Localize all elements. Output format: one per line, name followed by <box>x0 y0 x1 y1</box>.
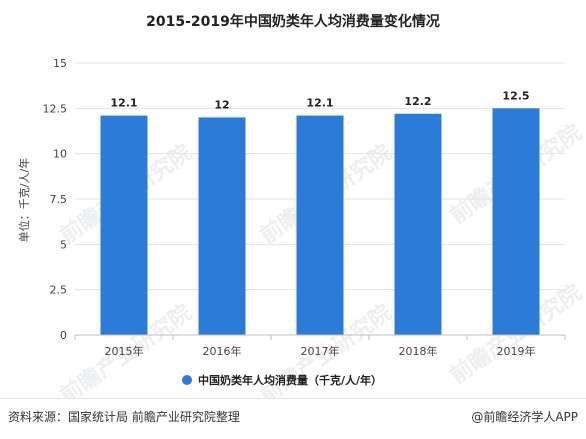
legend-marker <box>182 375 192 385</box>
bar <box>394 113 442 335</box>
source-note: 资料来源：国家统计局 前瞻产业研究院整理 <box>8 410 240 424</box>
y-axis-ticks: 0 2.5 5 7.5 10 12.5 15 <box>43 57 68 342</box>
credit-note: @前瞻经济学人APP <box>471 410 578 424</box>
chart-title: 2015-2019年中国奶类年人均消费量变化情况 <box>146 13 440 30</box>
data-label: 12 <box>214 98 229 111</box>
data-label: 12.1 <box>110 97 137 110</box>
bar-series: 12.1 12 12.1 12.2 12.5 <box>100 89 540 336</box>
y-tick-label: 15 <box>53 57 67 70</box>
x-tick-label: 2018年 <box>399 344 438 358</box>
x-axis-ticks: 2015年 2016年 2017年 2018年 2019年 <box>74 335 566 358</box>
data-label: 12.1 <box>306 97 333 110</box>
bar <box>492 108 540 335</box>
x-tick-label: 2017年 <box>301 344 340 358</box>
bar <box>296 115 344 335</box>
data-label: 12.2 <box>404 95 431 108</box>
legend-label: 中国奶类年人均消费量（千克/人/年） <box>198 373 382 387</box>
y-axis-label: 单位：千克/人/年 <box>17 158 31 242</box>
y-tick-label: 0 <box>60 329 67 342</box>
y-tick-label: 12.5 <box>43 102 68 115</box>
y-tick-label: 2.5 <box>50 284 68 297</box>
bar <box>100 115 148 335</box>
legend: 中国奶类年人均消费量（千克/人/年） <box>182 373 382 387</box>
bar <box>198 117 246 336</box>
y-tick-label: 7.5 <box>50 193 68 206</box>
x-tick-label: 2015年 <box>105 344 144 358</box>
chart: 2015-2019年中国奶类年人均消费量变化情况 前瞻产业研究院前瞻产业研究院前… <box>17 13 586 398</box>
x-tick-label: 2016年 <box>203 344 242 358</box>
y-tick-label: 10 <box>53 148 67 161</box>
footer-divider <box>0 398 586 399</box>
y-tick-label: 5 <box>60 238 67 251</box>
data-label: 12.5 <box>502 89 529 102</box>
x-tick-label: 2019年 <box>497 344 536 358</box>
